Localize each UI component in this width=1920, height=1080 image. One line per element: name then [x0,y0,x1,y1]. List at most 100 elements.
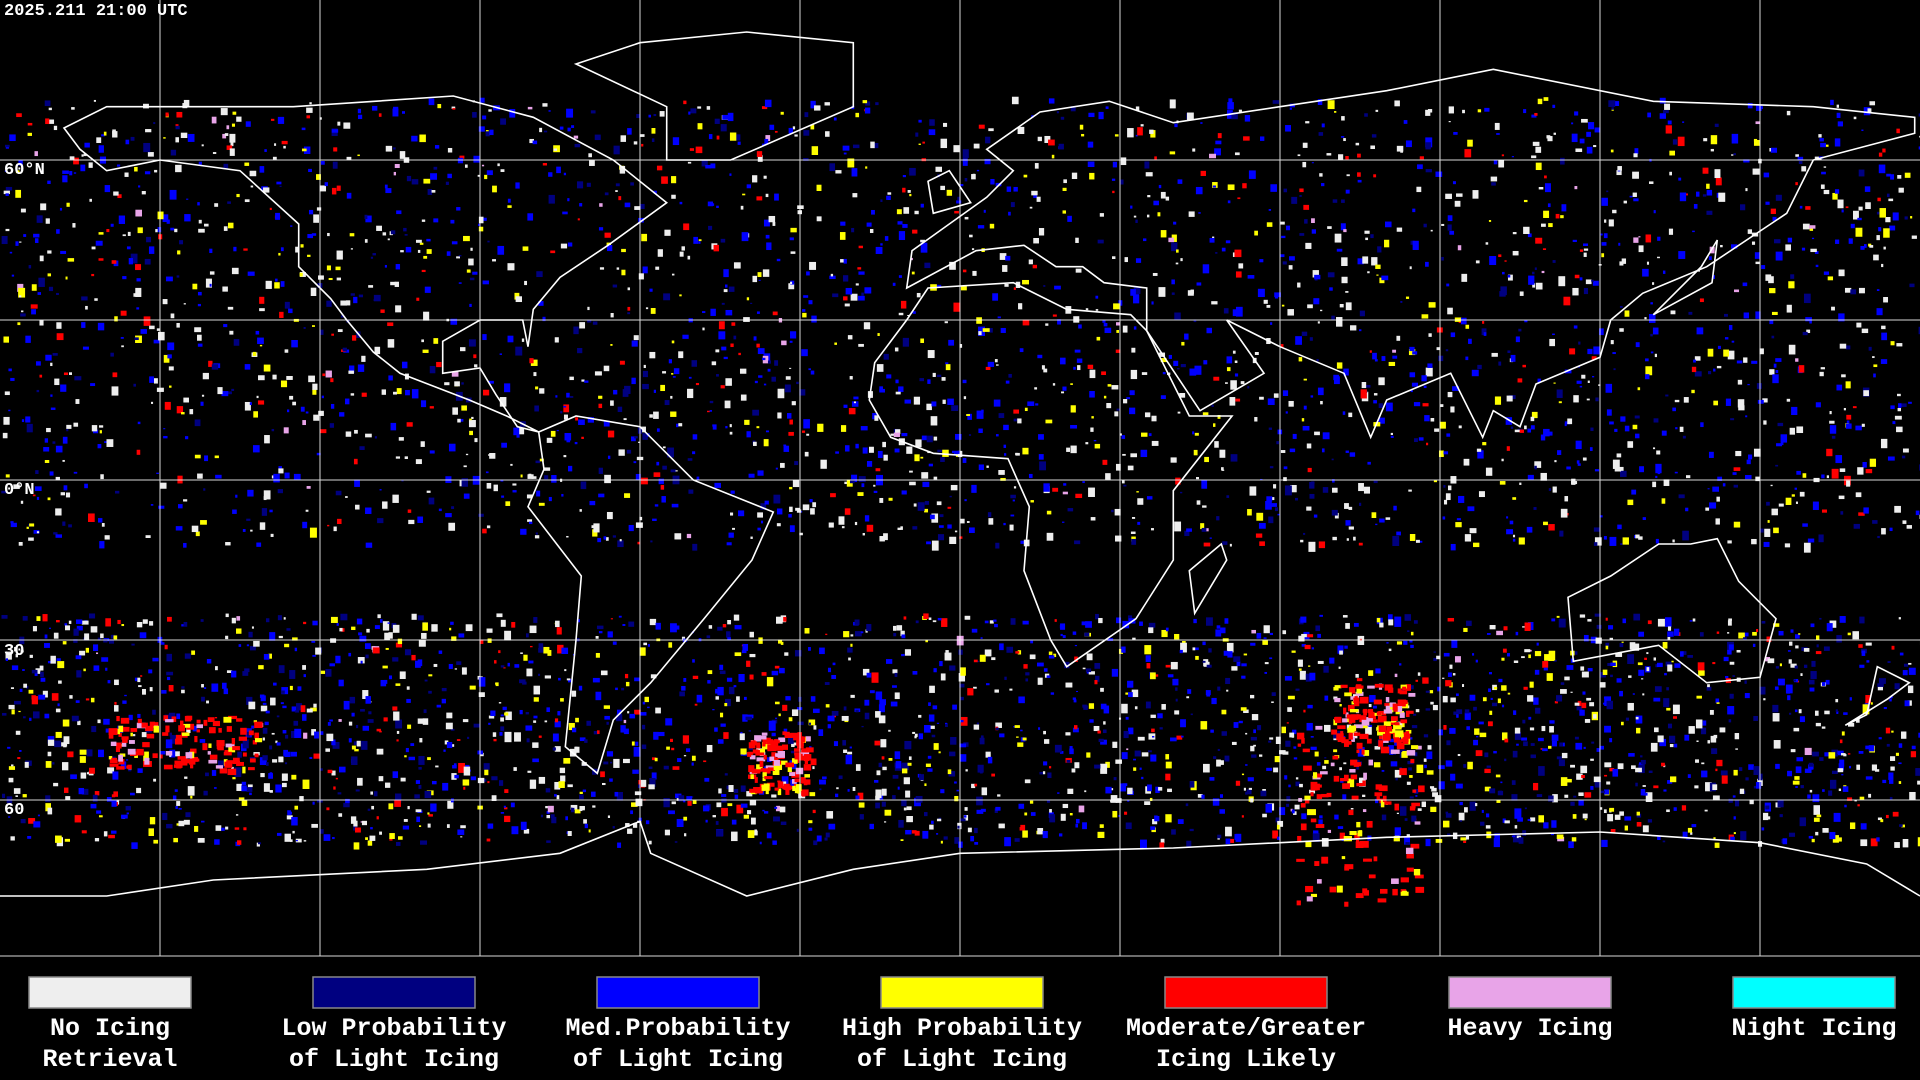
icing-pixel [1678,177,1682,181]
icing-pixel [209,271,215,275]
icing-pixel [1799,491,1805,497]
icing-pixel [941,377,946,381]
icing-pixel [36,389,40,393]
icing-pixel [1837,121,1843,127]
icing-pixel [1708,256,1712,260]
icing-pixel [1204,456,1209,463]
icing-pixel [1598,384,1601,386]
icing-pixel [485,471,489,474]
icing-pixel [1097,239,1104,244]
icing-pixel [1714,123,1719,127]
icing-pixel [494,660,497,664]
icing-pixel [1696,191,1700,197]
icing-pixel [1144,161,1150,169]
icing-pixel [617,842,622,848]
icing-pixel [1250,642,1256,646]
icing-pixel [788,127,793,134]
icing-pixel [1202,505,1207,508]
icing-pixel [707,680,711,684]
icing-pixel [1694,785,1699,789]
icing-pixel [1657,256,1660,259]
icing-pixel [715,690,720,694]
icing-pixel [546,707,550,712]
icing-pixel [1901,824,1905,828]
icing-pixel [408,519,415,525]
icing-pixel [778,667,785,674]
icing-pixel [928,617,932,620]
icing-pixel [989,223,995,229]
icing-pixel [668,810,675,815]
icing-pixel [423,178,431,184]
icing-pixel [1348,506,1353,510]
icing-pixel [280,247,284,252]
icing-pixel [456,256,460,259]
icing-pixel [1288,265,1293,270]
icing-pixel [1448,121,1451,123]
icing-pixel [452,407,458,415]
icing-pixel [1282,630,1287,635]
icing-pixel [635,473,641,481]
icing-pixel [563,405,567,408]
icing-pixel [1664,673,1667,676]
icing-pixel [1601,839,1608,848]
icing-pixel [1478,491,1485,498]
icing-pixel [884,236,889,241]
icing-pixel [663,765,669,770]
icing-pixel [1226,495,1230,498]
icing-pixel [1254,351,1259,355]
icing-pixel [392,624,400,633]
icing-pixel [880,199,883,202]
icing-pixel [1198,212,1201,214]
icing-pixel [1665,617,1672,627]
icing-pixel [1818,534,1824,543]
icing-pixel [1731,133,1739,144]
icing-pixel [1498,678,1503,683]
icing-pixel [1234,834,1240,841]
icing-pixel [619,165,626,174]
icing-pixel [554,721,561,728]
icing-pixel [1918,732,1920,738]
icing-pixel [943,836,948,840]
icing-pixel [1853,523,1860,529]
icing-pixel [62,459,65,462]
icing-pixel [1507,350,1511,353]
icing-pixel [1452,386,1459,391]
icing-pixel [535,386,539,390]
icing-pixel [1575,742,1583,750]
icing-pixel [559,126,564,130]
icing-pixel [554,337,559,343]
icing-pixel [750,302,753,304]
icing-pixel [34,672,38,677]
icing-pixel [1048,655,1055,659]
icing-pixel [840,259,844,263]
icing-pixel [1174,123,1178,128]
icing-pixel [869,823,874,830]
icing-pixel [1903,663,1909,667]
icing-pixel [306,107,313,113]
icing-pixel [86,772,89,775]
icing-pixel [621,269,626,276]
icing-pixel [232,509,237,514]
icing-pixel [1027,401,1035,406]
icing-pixel [1070,425,1078,429]
icing-pixel [1200,122,1203,124]
icing-pixel [55,476,60,481]
icing-pixel [25,416,31,423]
icing-pixel [234,827,240,830]
icing-pixel [1874,769,1880,772]
icing-pixel [994,689,999,693]
icing-pixel [857,492,864,496]
icing-pixel [841,526,845,529]
icing-pixel [275,784,282,793]
icing-pixel [1579,277,1583,281]
icing-pixel [382,621,390,631]
icing-pixel [1081,133,1085,137]
icing-pixel [1180,258,1183,262]
icing-pixel [83,668,86,672]
icing-pixel [916,292,921,298]
icing-pixel [552,747,556,751]
icing-pixel [621,248,626,253]
icing-pixel [616,709,622,716]
icing-pixel [989,620,994,624]
icing-pixel [1494,396,1502,405]
